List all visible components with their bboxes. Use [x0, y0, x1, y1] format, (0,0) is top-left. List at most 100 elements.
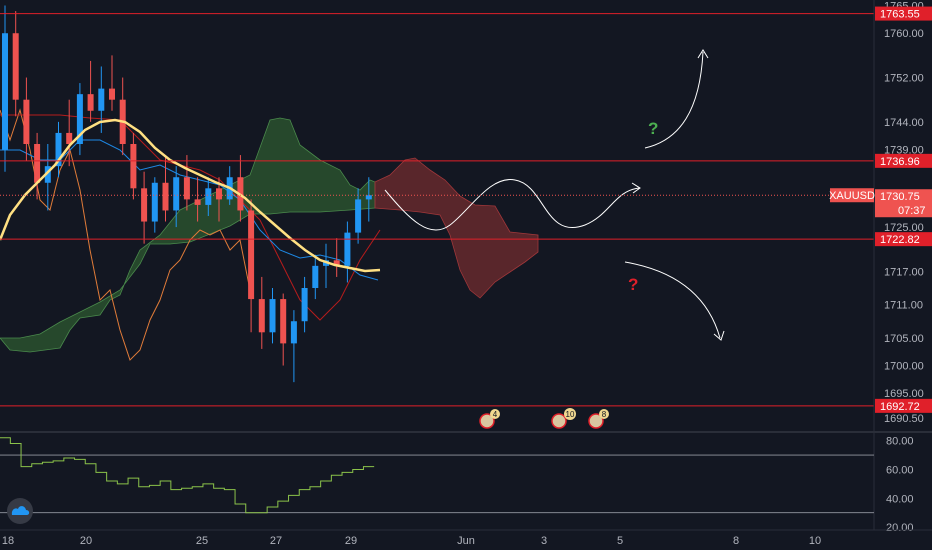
date-label: 5 — [617, 535, 623, 547]
candle — [248, 199, 255, 333]
level-tag-label: 1736.96 — [880, 156, 920, 168]
up-arrowhead — [697, 49, 709, 59]
date-label: 29 — [345, 535, 357, 547]
up-arrow — [644, 51, 704, 149]
oscillator-tick-label: 20.00 — [886, 522, 914, 534]
candle — [162, 155, 169, 222]
price-axis[interactable]: 1765.001760.001752.001744.001739.001730.… — [884, 1, 924, 426]
price-tick-label: 1717.00 — [884, 266, 924, 278]
event-badge-count: 4 — [493, 410, 498, 419]
symbol-label: XAUUSD — [829, 190, 875, 202]
level-tag-label: 1763.55 — [880, 9, 920, 21]
date-label: 18 — [2, 535, 14, 547]
candle — [280, 293, 287, 366]
candle — [141, 171, 148, 244]
down-arrowhead — [713, 330, 725, 341]
chikou-span — [0, 108, 251, 361]
projection-arrows — [384, 49, 725, 341]
wave-arrowhead — [631, 182, 641, 194]
candle — [365, 177, 372, 222]
price-tick-label: 1695.00 — [884, 388, 924, 400]
price-tick-label: 1705.00 — [884, 333, 924, 345]
event-badge-count: 10 — [566, 410, 575, 419]
candle — [194, 177, 201, 222]
oscillator-axis[interactable]: 80.00 60.00 40.00 20.00 — [886, 436, 914, 534]
level-tag-bg — [875, 153, 932, 168]
tradingview-logo[interactable] — [7, 498, 33, 524]
date-label: 10 — [809, 535, 821, 547]
down-arrow — [624, 261, 721, 339]
event-badge[interactable]: 10 — [551, 408, 576, 429]
level-price-tags: 1763.55 1736.96 1722.82 1692.72 — [875, 6, 932, 413]
price-tick-label: 1739.00 — [884, 145, 924, 157]
countdown-label: 07:37 — [898, 205, 926, 217]
wave-path-arrow — [384, 179, 641, 231]
candle — [76, 83, 83, 156]
bullish-question-mark: ? — [648, 119, 658, 138]
oscillator-levels — [0, 454, 874, 514]
bear-cloud — [374, 157, 539, 299]
date-label: 8 — [733, 535, 739, 547]
price-tick-label: 1711.00 — [884, 300, 923, 312]
candle — [205, 177, 212, 216]
economic-event-badges[interactable]: 4 10 8 — [479, 408, 609, 429]
candle — [333, 238, 340, 277]
candle — [355, 188, 362, 244]
candle — [151, 177, 158, 233]
event-badge[interactable]: 8 — [588, 409, 609, 429]
price-tick-label: 1744.00 — [884, 117, 924, 129]
candle — [44, 144, 51, 211]
oscillator-tick-label: 80.00 — [886, 436, 914, 448]
date-label: Jun — [457, 535, 475, 547]
candle — [66, 99, 73, 167]
ichimoku-cloud — [0, 117, 539, 353]
ichimoku-lines — [0, 108, 381, 361]
candle — [2, 5, 8, 172]
symbol-tag: XAUUSD — [829, 188, 875, 203]
date-label: 25 — [196, 535, 208, 547]
level-tag-label: 1692.72 — [880, 401, 920, 413]
event-badge[interactable]: 4 — [479, 409, 500, 429]
moving-average-line — [0, 118, 381, 273]
horizontal-levels — [0, 13, 874, 407]
candle — [23, 77, 30, 161]
candle — [269, 288, 276, 344]
oscillator-line — [0, 437, 375, 514]
oscillator-tick-label: 40.00 — [886, 493, 914, 505]
date-label: 3 — [541, 535, 547, 547]
bearish-question-mark: ? — [628, 275, 638, 294]
price-tick-label: 1700.00 — [884, 361, 924, 373]
kijun-sen — [0, 114, 381, 321]
candle — [34, 132, 41, 200]
cloud-icon — [11, 506, 30, 515]
price-tick-label: 1760.00 — [884, 28, 924, 40]
candle — [344, 221, 351, 283]
candle — [258, 276, 265, 349]
level-tag-bg — [875, 398, 932, 413]
candle — [301, 276, 308, 333]
price-tick-label: 1752.00 — [884, 73, 924, 85]
candle — [173, 166, 180, 228]
current-price-label: 1730.75 — [880, 191, 920, 203]
oscillator-tick-label: 60.00 — [886, 464, 914, 476]
candle — [183, 155, 190, 211]
candle — [55, 121, 62, 178]
bull-cloud — [0, 117, 376, 353]
candle — [290, 310, 297, 383]
candle — [12, 11, 19, 117]
date-label: 20 — [80, 535, 92, 547]
level-tag-bg — [875, 232, 932, 247]
price-tick-label: 1725.00 — [884, 222, 924, 234]
current-price-tag: 1730.75 07:37 — [875, 189, 932, 218]
date-axis[interactable]: 18 20 25 27 29 Jun 3 5 8 10 — [2, 535, 821, 547]
level-tag-bg — [875, 6, 932, 21]
price-tick-label: 1690.50 — [884, 413, 924, 425]
level-tag-label: 1722.82 — [880, 234, 920, 246]
event-badge-count: 8 — [602, 410, 607, 419]
tenkan-sen — [0, 139, 379, 281]
candle — [312, 254, 319, 300]
candle — [109, 55, 115, 111]
candle — [87, 60, 94, 122]
candle — [130, 132, 137, 200]
